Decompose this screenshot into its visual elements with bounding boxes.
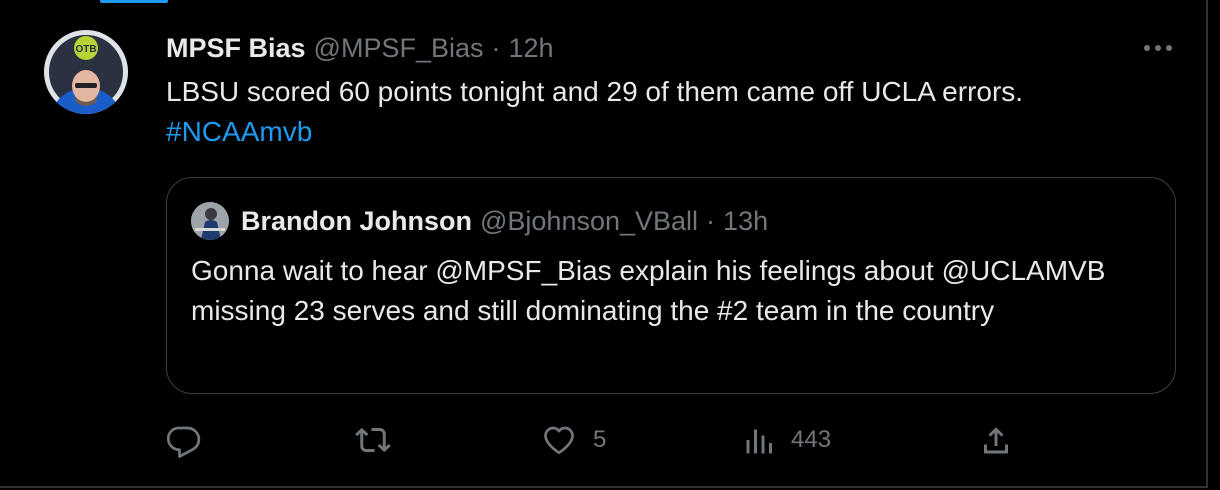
views-icon xyxy=(746,429,772,454)
author-handle[interactable]: @MPSF_Bias xyxy=(313,32,484,63)
retweet-button[interactable] xyxy=(355,420,407,460)
quote-avatar[interactable] xyxy=(191,202,229,240)
quote-header: Brandon Johnson @Bjohnson_VBall · 13h xyxy=(241,202,768,240)
quote-author-handle[interactable]: @Bjohnson_VBall xyxy=(480,205,699,236)
quoted-tweet[interactable]: Brandon Johnson @Bjohnson_VBall · 13h Go… xyxy=(166,177,1176,394)
tweet-body: LBSU scored 60 points tonight and 29 of … xyxy=(166,72,1176,152)
more-options-button[interactable] xyxy=(1138,34,1178,62)
timestamp[interactable]: 12h xyxy=(508,32,554,63)
like-button[interactable]: 5 xyxy=(541,420,606,460)
reply-icon xyxy=(166,426,201,458)
like-count: 5 xyxy=(593,426,607,453)
quote-author-name[interactable]: Brandon Johnson xyxy=(241,205,472,236)
author-name[interactable]: MPSF Bias xyxy=(166,32,306,63)
more-icon xyxy=(1144,45,1172,51)
quote-timestamp[interactable]: 13h xyxy=(723,205,769,236)
avatar[interactable]: OTB xyxy=(44,30,128,114)
top-accent-bar xyxy=(100,0,168,3)
reply-button[interactable] xyxy=(166,420,218,460)
quote-text: Gonna wait to hear @MPSF_Bias explain hi… xyxy=(191,255,1106,326)
hashtag-link[interactable]: #NCAAmvb xyxy=(166,116,313,147)
tweet-header: MPSF Bias @MPSF_Bias · 12h xyxy=(166,30,554,66)
share-button[interactable] xyxy=(978,420,1014,460)
heart-icon xyxy=(544,426,574,455)
separator-dot: · xyxy=(706,205,716,236)
share-icon xyxy=(984,427,1008,454)
views-count: 443 xyxy=(791,426,832,453)
retweet-icon xyxy=(355,427,391,453)
views-button[interactable]: 443 xyxy=(745,420,831,460)
tweet-text: LBSU scored 60 points tonight and 29 of … xyxy=(166,76,1024,107)
separator-dot: · xyxy=(491,32,501,63)
svg-text:OTB: OTB xyxy=(75,44,96,55)
